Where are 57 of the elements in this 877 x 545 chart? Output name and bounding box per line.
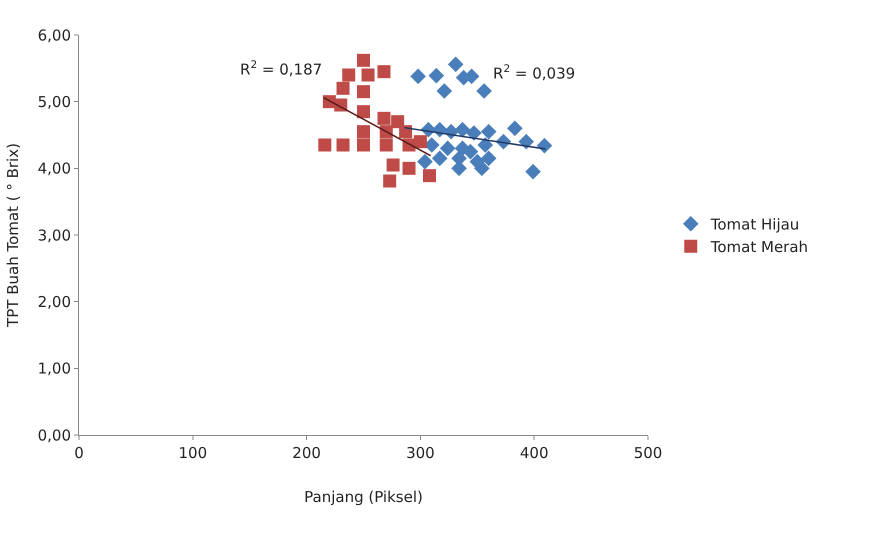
point	[440, 140, 456, 156]
point	[357, 54, 370, 67]
point	[525, 164, 541, 180]
point	[383, 174, 396, 188]
x-tick-label: 100	[178, 444, 208, 462]
point	[357, 105, 370, 118]
annotation: R$^{2}$ = 0,039	[493, 63, 576, 82]
y-tick-label: 0,00	[38, 426, 71, 444]
point	[410, 68, 426, 84]
y-tick-label: 2,00	[38, 292, 71, 311]
point	[518, 134, 534, 150]
y-tick-label: 4,00	[38, 160, 71, 178]
point	[386, 158, 400, 172]
x-tick-label: 0	[74, 444, 84, 462]
point	[432, 150, 448, 166]
point	[480, 150, 496, 166]
point	[377, 112, 390, 125]
point	[466, 125, 482, 141]
point	[454, 122, 470, 138]
annotation: R$^{2}$ = 0,187	[240, 59, 322, 78]
point	[436, 83, 452, 99]
x-tick-label: 200	[292, 444, 321, 462]
x-tick-label: 500	[634, 444, 662, 462]
point	[318, 138, 332, 152]
point	[477, 137, 494, 153]
point	[380, 138, 393, 152]
point	[480, 124, 496, 140]
point	[402, 162, 416, 175]
point	[462, 144, 478, 160]
legend-label: Tomat Hijau	[710, 216, 800, 234]
point	[448, 56, 464, 72]
x-tick-label: 400	[520, 444, 549, 462]
point	[377, 65, 390, 78]
point	[476, 83, 492, 99]
point	[536, 138, 552, 154]
y-tick-label: 3,00	[38, 226, 71, 244]
point	[336, 138, 350, 152]
y-tick-label: 6,00	[38, 26, 71, 44]
point	[357, 85, 370, 98]
point	[336, 82, 350, 95]
point	[357, 138, 370, 152]
point	[342, 68, 356, 82]
y-tick-label: 5,00	[38, 92, 71, 111]
point	[357, 125, 370, 138]
x-tick-label: 300	[406, 444, 435, 462]
point	[507, 120, 523, 136]
point	[362, 68, 375, 82]
x-axis-title: Panjang (Piksel)	[304, 488, 423, 506]
y-tick-label: 1,00	[38, 360, 71, 378]
point	[428, 68, 444, 84]
point	[399, 125, 412, 138]
y-axis-title: TPT Buah Tomat ( ° Brix)	[4, 143, 22, 328]
point	[417, 154, 433, 170]
point	[423, 169, 436, 182]
point	[414, 135, 427, 148]
point	[474, 160, 490, 176]
legend-label: Tomat Merah	[710, 238, 808, 256]
